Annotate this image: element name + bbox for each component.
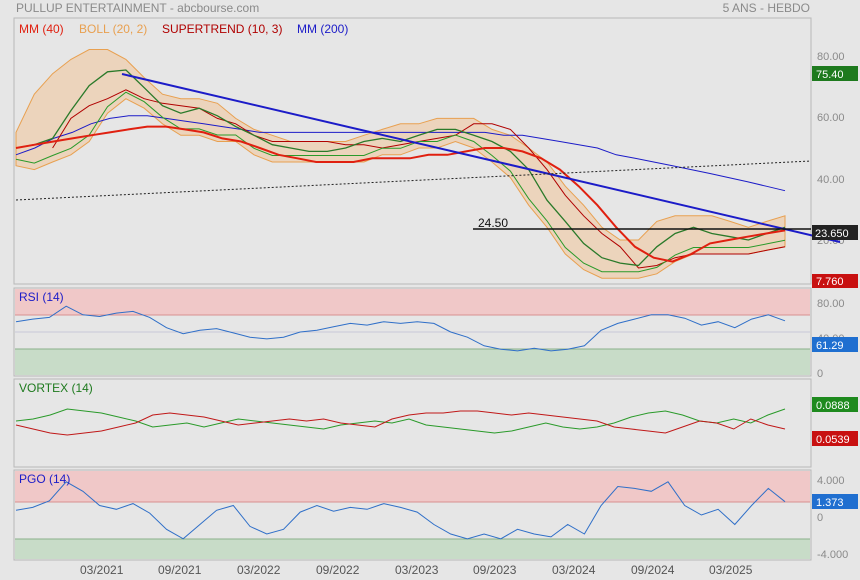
price-panel-frame <box>13 17 812 285</box>
legend-mm200: MM (200) <box>297 22 348 36</box>
pgo-title: PGO (14) <box>19 472 70 486</box>
low-badge <box>812 274 858 288</box>
vortex-plus-line <box>15 408 786 434</box>
rsi-title: RSI (14) <box>19 290 64 304</box>
rsi-line <box>15 305 786 352</box>
x-tick-label: 03/2025 <box>709 563 753 577</box>
chart-title: PULLUP ENTERTAINMENT - abcbourse.com <box>16 1 260 15</box>
rsi-panel: RSI (14) 80.00 40.00 0 61.29 <box>15 289 858 380</box>
mm40-line <box>15 125 786 263</box>
last-price-value: 23.650 <box>815 228 849 240</box>
vortex-minus-value: 0.0539 <box>816 434 850 446</box>
x-tick-label: 03/2023 <box>395 563 439 577</box>
pgo-value-badge <box>812 494 858 509</box>
pgo-tick-4: 4.000 <box>817 475 845 487</box>
uptrend-dotted-line <box>15 160 812 201</box>
downtrend-line <box>121 73 841 243</box>
price-tick-80: 80.00 <box>817 51 845 63</box>
pgo-value: 1.373 <box>816 497 844 509</box>
x-tick-label: 03/2022 <box>237 563 281 577</box>
x-tick-label: 09/2021 <box>158 563 202 577</box>
rsi-tick-80: 80.00 <box>817 298 845 310</box>
x-tick-label: 09/2024 <box>631 563 675 577</box>
price-tick-60: 60.00 <box>817 112 845 124</box>
rsi-value-badge <box>812 337 858 352</box>
vortex-minus-line <box>15 410 786 436</box>
last-price-badge <box>812 225 858 240</box>
pgo-low-zone <box>15 539 810 559</box>
pgo-high-zone <box>15 471 810 502</box>
low-value: 7.760 <box>816 276 844 288</box>
x-tick-label: 09/2022 <box>316 563 360 577</box>
high-value: 75.40 <box>816 69 844 81</box>
vortex-panel: VORTEX (14) 0.0888 0.0539 <box>15 381 858 446</box>
x-axis: 03/2021 09/2021 03/2022 09/2022 03/2023 … <box>80 563 753 577</box>
x-tick-label: 09/2023 <box>473 563 517 577</box>
high-badge <box>812 66 858 81</box>
vortex-plus-badge <box>812 397 858 412</box>
pgo-panel-frame <box>13 469 812 561</box>
pgo-tick-0: 0 <box>817 512 823 524</box>
pgo-panel: PGO (14) 4.000 0 -4.000 1.373 <box>15 471 858 561</box>
rsi-overbought-zone <box>15 289 810 315</box>
pgo-tick-neg4: -4.000 <box>817 549 848 561</box>
legend-supertrend: SUPERTREND (10, 3) <box>162 22 282 36</box>
mm200-line <box>15 115 786 192</box>
x-tick-label: 03/2021 <box>80 563 124 577</box>
legend-mm40: MM (40) <box>19 22 64 36</box>
resistance-label: 24.50 <box>478 216 508 230</box>
legend-boll: BOLL (20, 2) <box>79 22 147 36</box>
vortex-minus-badge <box>812 431 858 446</box>
price-tick-40: 40.00 <box>817 174 845 186</box>
rsi-oversold-zone <box>15 349 810 375</box>
bollinger-band <box>15 49 786 279</box>
vortex-title: VORTEX (14) <box>19 381 93 395</box>
pgo-line <box>15 481 786 540</box>
rsi-panel-frame <box>13 287 812 377</box>
vortex-panel-frame <box>13 378 812 468</box>
period-label: 5 ANS - HEBDO <box>722 1 810 15</box>
rsi-value: 61.29 <box>816 340 844 352</box>
price-panel: 80.00 60.00 40.00 20.00 24.50 75.40 23.6… <box>15 22 858 288</box>
rsi-tick-0: 0 <box>817 368 823 380</box>
x-tick-label: 03/2024 <box>552 563 596 577</box>
vortex-plus-value: 0.0888 <box>816 400 850 412</box>
price-line <box>15 69 786 267</box>
supertrend-support-line <box>15 91 786 273</box>
